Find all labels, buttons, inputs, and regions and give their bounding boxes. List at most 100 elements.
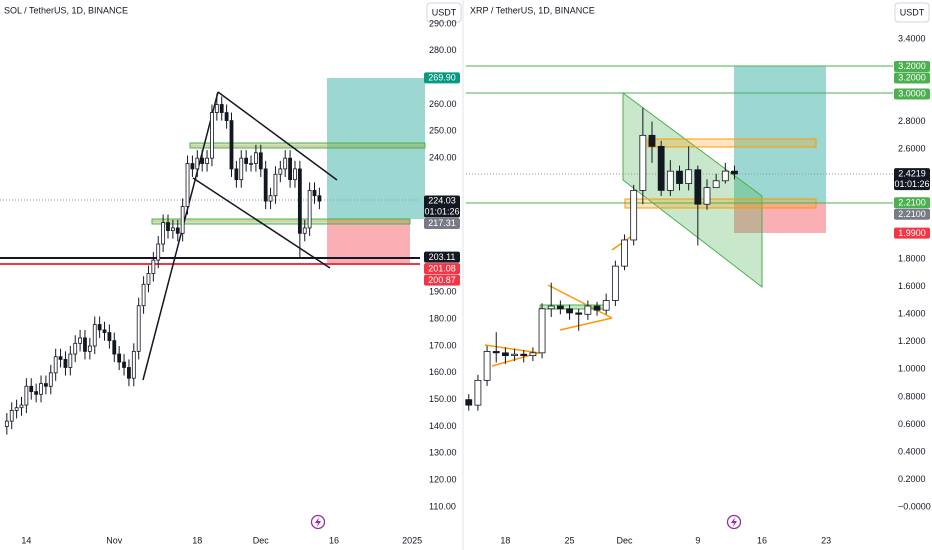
y-tick-label: 0.8000 [898,391,926,401]
candle-body [44,383,48,387]
y-tick-label: 2.6000 [898,143,926,153]
candle-body [9,409,14,422]
candle-body [73,342,78,355]
candle-body [151,259,156,274]
channel [622,92,763,289]
candle-body [630,190,638,241]
y-tick-label: 290.00 [429,18,457,28]
xrp-drawings [466,65,893,367]
x-tick-label: 23 [821,535,831,545]
candle-body [676,170,683,184]
price-badge-label: 203.11 [429,252,456,262]
candle-body [288,157,292,181]
y-tick-label: 170.00 [429,340,457,350]
price-badge [424,263,460,275]
candle-body [58,356,63,360]
candle-body [136,305,141,352]
candle-body [117,353,122,363]
trend-line [192,177,331,269]
candle-body [648,134,656,147]
price-badge-label: 1.9900 [898,228,926,238]
y-tick-label: 160.00 [429,367,457,377]
candle-body [657,145,665,191]
level-zone [647,138,817,148]
candle-body [175,227,180,234]
candle-body [283,157,288,170]
y-tick-label: 0.6000 [898,419,926,429]
candle-body [556,305,564,310]
price-badge [894,227,930,239]
candle-body [63,359,68,368]
icon[interactable] [726,514,742,530]
y-tick-label: 1.8000 [898,254,926,264]
candle-body [602,300,610,311]
sol-drawings [0,78,426,381]
candle-body [78,337,82,344]
x-tick-label: 18 [500,535,510,545]
price-badge-label: 3.2000 [898,61,926,71]
x-tick-label: Dec [617,535,634,545]
candle-body [229,120,234,170]
candle-body [87,345,92,352]
candle-body [83,337,87,352]
y-tick-label: 120.00 [429,475,457,485]
candle-body [639,134,647,191]
x-tick-label: 25 [565,535,575,545]
candle-body [263,168,268,202]
price-countdown: 01:01:26 [894,179,929,189]
candle-body [474,379,482,406]
y-tick-label: 1.2000 [898,336,926,346]
candle-body [239,157,244,181]
candle-body [166,222,170,232]
price-badge-label: 217.31 [428,218,456,228]
icon[interactable] [310,514,326,530]
candle-body [200,157,205,164]
price-badge [894,72,930,84]
candle-body [278,168,283,175]
price-badge-label: 269.90 [428,73,456,83]
candle-body [19,404,24,409]
y-tick-label: 2.8000 [898,116,926,126]
candle-body [156,243,161,261]
candle-body [112,340,117,355]
candle-body [258,152,263,170]
y-tick-label: 1.6000 [898,281,926,291]
target-zone [734,66,826,203]
candle-body [593,305,601,311]
pattern-line [547,284,613,319]
candle-body [538,308,546,354]
candle-body [146,273,151,285]
candle-body [254,152,258,164]
candle-body [244,157,249,164]
candle-body [492,351,500,354]
chart-title: SOL / TetherUS, 1D, BINANCE [4,5,128,15]
currency-label: USDT [900,7,925,17]
currency-button[interactable] [426,2,462,23]
y-tick-label: 1.0000 [898,364,926,374]
trend-line [142,91,219,381]
price-badge [424,251,460,263]
candle-body [39,383,43,395]
candle-body [34,391,39,395]
candle-body [611,265,619,301]
candle-body [297,168,302,234]
candle-body [584,305,592,315]
candle-body [68,353,73,368]
price-badge-label: 201.08 [428,263,456,273]
price-badge [424,195,460,218]
candle-body [302,227,307,234]
candle-body [307,189,312,229]
y-tick-label: 240.00 [429,153,457,163]
candle-body [529,352,537,356]
price-badge [894,197,930,209]
candle-body [14,407,19,411]
candle-body [97,324,102,331]
candle-body [214,104,219,113]
price-badge-label: 224.03 [428,196,456,206]
y-tick-label: 280.00 [429,45,457,55]
y-tick-label: 130.00 [429,448,457,458]
currency-button[interactable] [894,2,930,23]
candle-body [195,157,200,170]
y-tick-label: 0.4000 [898,446,926,456]
